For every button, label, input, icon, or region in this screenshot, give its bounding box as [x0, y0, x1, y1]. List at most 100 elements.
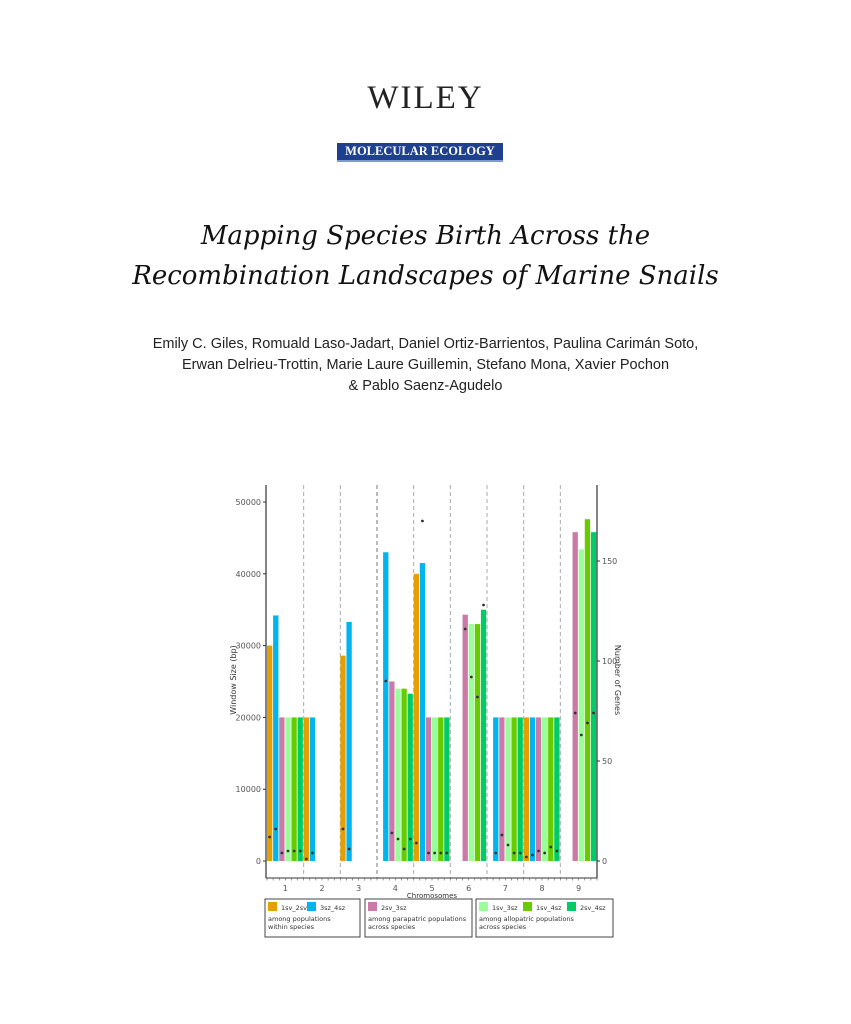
bar-1sv_4sz-chr9 — [584, 519, 591, 861]
x-tick-label: 4 — [393, 884, 398, 893]
legend-caption: among parapatric populations — [368, 915, 467, 923]
y2-axis-label: Number of Genes — [613, 645, 622, 715]
y2-tick-label: 150 — [602, 557, 617, 566]
x-tick-label: 6 — [466, 884, 471, 893]
legend-caption: within species — [268, 923, 315, 931]
bar-1sv_2sv-chr5 — [413, 573, 419, 861]
gene-count-point-2sv_3sz-chr7 — [500, 833, 504, 837]
bar-3sz_4sz-chr3 — [346, 621, 352, 861]
x-tick-label: 3 — [356, 884, 361, 893]
gene-count-point-1sv_2sv-chr5 — [414, 841, 418, 845]
gene-count-point-1sv_4sz-chr6 — [476, 695, 479, 699]
bar-3sz_4sz-chr2 — [309, 717, 316, 861]
gene-count-point-1sv_4sz-chr1 — [292, 849, 296, 853]
gene-count-point-3sz_4sz-chr8 — [531, 853, 534, 857]
legend-caption: across species — [368, 923, 416, 931]
bar-2sv_3sz-chr6 — [462, 614, 468, 861]
gene-count-point-1sv_4sz-chr4 — [402, 847, 406, 851]
title-line: Mapping Species Birth Across the — [200, 221, 651, 251]
gene-count-point-2sv_3sz-chr4 — [390, 831, 394, 835]
bar-2sv_3sz-chr9 — [572, 532, 578, 861]
gene-count-point-2sv_3sz-chr6 — [463, 627, 467, 631]
y-axis-label: Window Size (bp) — [229, 645, 238, 714]
bar-3sz_4sz-chr4 — [383, 552, 389, 861]
gene-count-point-1sv_3sz-chr1 — [286, 849, 290, 853]
gene-count-point-1sv_4sz-chr9 — [586, 721, 589, 725]
gene-count-point-1sv_2sv-chr1 — [268, 835, 272, 839]
legend-label-1sv_3sz: 1sv_3sz — [492, 904, 518, 912]
journal-badge: MOLECULAR ECOLOGY — [337, 143, 503, 162]
gene-count-point-3sz_4sz-chr2 — [311, 851, 314, 855]
y-tick-label: 30000 — [236, 642, 261, 651]
gene-count-point-3sz_4sz-chr5 — [421, 519, 424, 523]
publisher-logo: WILEY — [367, 80, 484, 116]
bar-2sv_4sz-chr9 — [590, 532, 597, 861]
gene-count-point-1sv_3sz-chr9 — [579, 733, 583, 737]
gene-count-point-2sv_4sz-chr7 — [518, 851, 522, 855]
y2-tick-label: 0 — [602, 857, 607, 866]
y2-tick-label: 100 — [602, 657, 617, 666]
bar-3sz_4sz-chr8 — [529, 717, 536, 861]
gene-count-point-2sv_3sz-chr8 — [537, 849, 540, 853]
gene-count-point-2sv_4sz-chr9 — [592, 711, 595, 715]
gene-count-point-1sv_2sv-chr2 — [304, 857, 308, 861]
legend-swatch-1sv_3sz — [479, 902, 488, 911]
bar-3sz_4sz-chr5 — [419, 563, 426, 861]
bar-2sv_3sz-chr4 — [389, 681, 395, 861]
legend-label-2sv_4sz: 2sv_4sz — [580, 904, 606, 912]
x-tick-label: 5 — [429, 884, 434, 893]
gene-count-point-3sz_4sz-chr3 — [347, 847, 351, 851]
legend-label-3sz_4sz: 3sz_4sz — [320, 904, 346, 912]
x-axis — [266, 877, 597, 879]
y-tick-label: 40000 — [236, 570, 261, 579]
legend-caption: among populations — [268, 915, 331, 923]
author-line: Emily C. Giles, Romuald Laso-Jadart, Dan… — [152, 336, 699, 352]
legend-box — [475, 898, 614, 938]
y2-tick-label: 50 — [602, 757, 612, 766]
bar-1sv_4sz-chr5 — [438, 717, 444, 861]
gene-count-point-1sv_3sz-chr6 — [469, 675, 473, 679]
legend-caption: across species — [479, 923, 527, 931]
gene-count-point-2sv_4sz-chr6 — [482, 603, 485, 607]
gene-count-point-2sv_4sz-chr4 — [408, 837, 412, 841]
bar-2sv_3sz-chr5 — [425, 717, 432, 861]
legend-label-2sv_3sz: 2sv_3sz — [381, 904, 407, 912]
gene-count-point-1sv_4sz-chr5 — [439, 851, 443, 855]
x-tick-label: 7 — [503, 884, 508, 893]
bar-1sv_3sz-chr9 — [578, 549, 584, 861]
bar-2sv_4sz-chr7 — [517, 717, 523, 861]
author-line: Erwan Delrieu-Trottin, Marie Laure Guill… — [181, 357, 670, 373]
x-tick-label: 9 — [576, 884, 581, 893]
gene-count-point-2sv_3sz-chr9 — [573, 711, 577, 715]
bar-1sv_3sz-chr8 — [542, 717, 548, 861]
y-tick-label: 0 — [256, 857, 261, 866]
y-tick-label: 10000 — [236, 785, 261, 794]
bar-1sv_2sv-chr2 — [303, 717, 309, 861]
legend-swatch-2sv_3sz — [368, 902, 377, 911]
gene-count-point-3sz_4sz-chr4 — [384, 679, 388, 683]
legend-swatch-3sz_4sz — [307, 902, 316, 911]
bar-2sv_4sz-chr4 — [407, 693, 413, 861]
bar-2sv_4sz-chr6 — [480, 609, 487, 861]
gene-count-point-3sz_4sz-chr1 — [274, 827, 278, 831]
gene-count-point-1sv_4sz-chr7 — [512, 851, 516, 855]
legend-swatch-1sv_2sv — [268, 902, 277, 911]
gene-count-point-1sv_2sv-chr3 — [341, 827, 345, 831]
gene-count-point-2sv_4sz-chr1 — [298, 849, 302, 853]
gene-count-point-3sz_4sz-chr7 — [494, 851, 498, 855]
y-tick-label: 20000 — [236, 713, 261, 722]
bar-1sv_2sv-chr3 — [340, 655, 346, 861]
legend-box — [364, 898, 473, 938]
bar-1sv_4sz-chr7 — [511, 717, 517, 861]
bar-1sv_3sz-chr7 — [505, 717, 511, 861]
legend-label-1sv_4sz: 1sv_4sz — [536, 904, 562, 912]
gene-count-point-2sv_4sz-chr5 — [445, 851, 449, 855]
gene-count-point-1sv_3sz-chr4 — [396, 837, 400, 841]
gene-count-point-1sv_4sz-chr8 — [549, 845, 553, 849]
x-tick-label: 2 — [319, 884, 324, 893]
bar-2sv_3sz-chr8 — [535, 717, 542, 861]
gene-count-point-1sv_3sz-chr5 — [433, 851, 437, 855]
x-axis-label: Chromosomes — [407, 892, 457, 900]
bar-2sv_3sz-chr7 — [499, 717, 505, 861]
